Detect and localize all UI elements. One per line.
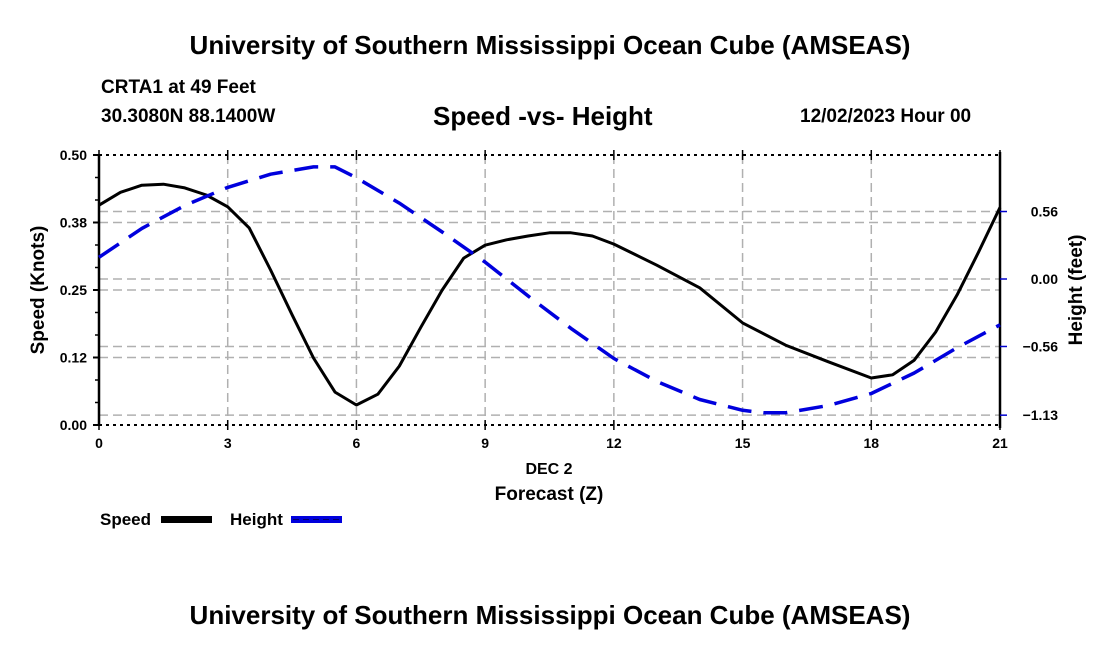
legend-label-speed: Speed — [100, 510, 151, 529]
x-tick-label: 3 — [224, 435, 232, 451]
y2-axis-label: Height (feet) — [1066, 235, 1087, 346]
footer-title: University of Southern Mississippi Ocean… — [189, 600, 911, 630]
x-tick-label: 9 — [481, 435, 489, 451]
x-tick-label: 0 — [95, 435, 103, 451]
x-tick-label: 21 — [992, 435, 1008, 451]
y-axis-label: Speed (Knots) — [28, 226, 49, 355]
x-tick-label: 12 — [606, 435, 622, 451]
y2-tick-label: −1.13 — [1023, 407, 1059, 423]
station-label: CRTA1 at 49 Feet — [101, 77, 256, 98]
tick-labels: 0 3 6 9 12 15 18 21 0.00 0.12 0.25 0.38 0.50 0.56 0.00… — [60, 147, 1058, 451]
y-tick-label: 0.00 — [60, 417, 87, 433]
grid — [99, 155, 1000, 425]
y-tick-label: 0.12 — [60, 350, 87, 366]
legend: Speed Height — [100, 510, 342, 529]
y2-tick-label: 0.56 — [1031, 204, 1058, 220]
y2-tick-label: −0.56 — [1023, 338, 1059, 354]
series-lines — [98, 165, 1002, 415]
legend-swatch-speed — [161, 516, 212, 523]
y-tick-label: 0.50 — [60, 147, 87, 163]
forecast-datetime: 12/02/2023 Hour 00 — [800, 106, 972, 127]
y2-tick-label: 0.00 — [1031, 271, 1058, 287]
series-line-height — [98, 165, 1001, 415]
y-tick-label: 0.25 — [60, 282, 87, 298]
station-coordinates: 30.3080N 88.1400W — [101, 106, 276, 127]
x-axis-date-label: DEC 2 — [525, 461, 572, 478]
x-axis-label: Forecast (Z) — [495, 484, 604, 505]
x-tick-label: 6 — [353, 435, 361, 451]
series-line-speed — [98, 182, 1002, 407]
axes — [93, 150, 1007, 430]
legend-label-height: Height — [230, 510, 283, 529]
chart-title: Speed -vs- Height — [433, 101, 653, 131]
main-title: University of Southern Mississippi Ocean… — [189, 30, 911, 60]
x-tick-label: 15 — [735, 435, 751, 451]
x-tick-label: 18 — [863, 435, 879, 451]
y-tick-label: 0.38 — [60, 215, 87, 231]
